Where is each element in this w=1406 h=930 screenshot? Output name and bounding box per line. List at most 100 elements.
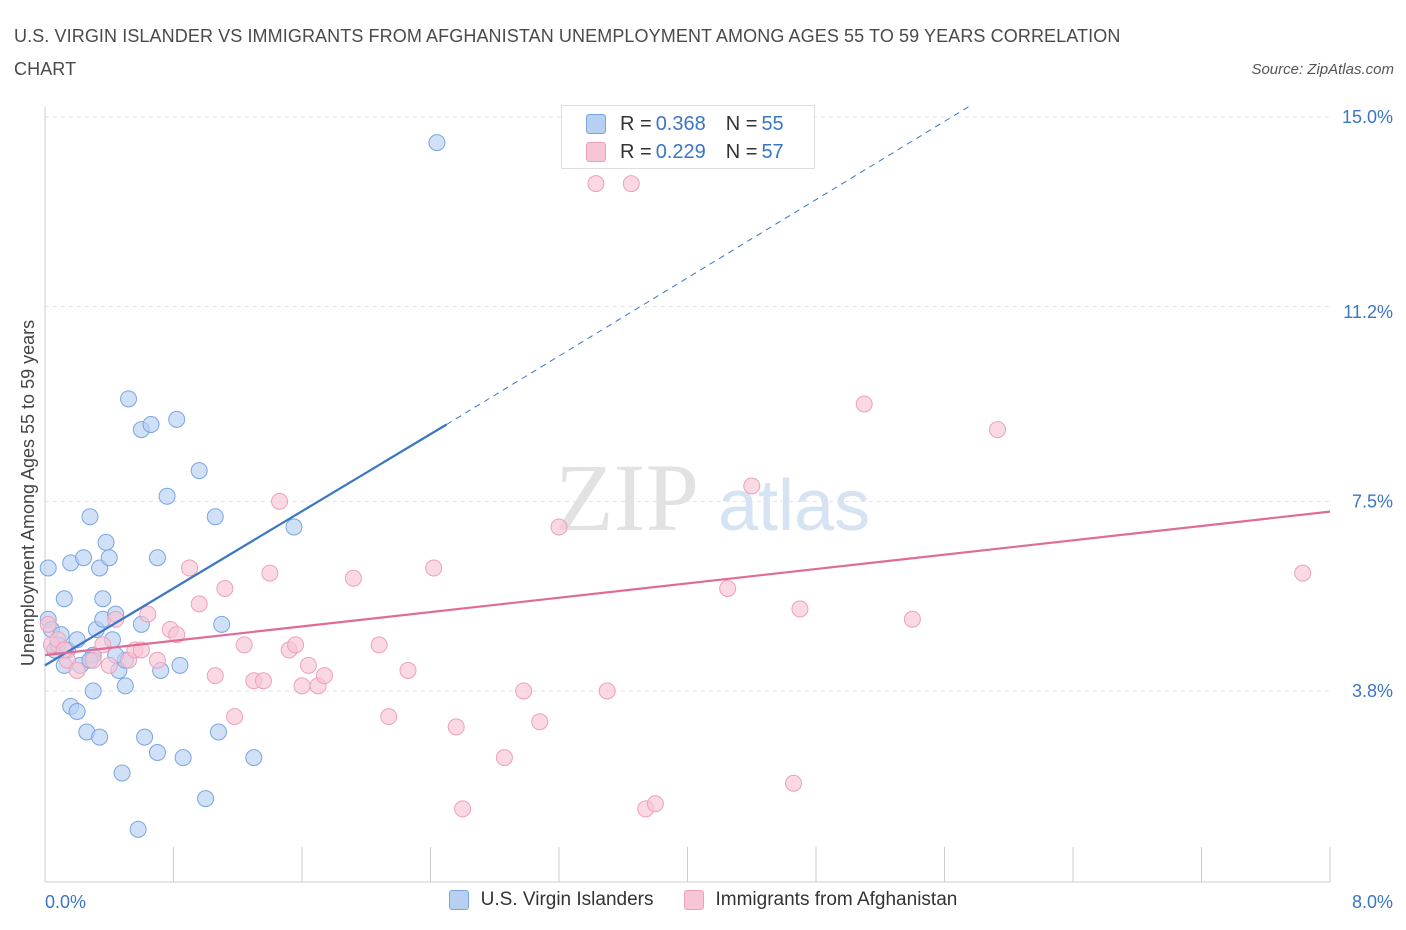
r-value: 0.368	[655, 112, 706, 135]
point-virgin-islanders	[81, 508, 99, 526]
point-afghanistan	[989, 421, 1007, 439]
point-afghanistan	[315, 667, 333, 685]
y-tick-label: 15.0%	[1342, 107, 1393, 127]
point-afghanistan	[261, 564, 279, 582]
point-virgin-islanders	[168, 410, 186, 428]
point-virgin-islanders	[245, 749, 263, 767]
point-virgin-islanders	[91, 728, 109, 746]
point-afghanistan	[190, 595, 208, 613]
point-afghanistan	[271, 492, 289, 510]
legend-swatch-blue	[448, 890, 469, 910]
point-virgin-islanders	[158, 487, 176, 505]
point-virgin-islanders	[190, 462, 208, 480]
point-afghanistan	[785, 774, 803, 792]
point-afghanistan	[587, 175, 605, 193]
legend-item-afghanistan[interactable]: Immigrants from Afghanistan	[683, 889, 957, 911]
watermark-atlas: atlas	[718, 466, 870, 546]
watermark-zip: ZIP	[555, 444, 699, 551]
point-afghanistan	[84, 651, 102, 669]
point-afghanistan	[344, 569, 362, 587]
point-virgin-islanders	[55, 590, 73, 608]
legend-row-afghanistan: R = 0.229 N = 57	[586, 140, 784, 164]
point-afghanistan	[370, 636, 388, 654]
legend-swatch-pink	[683, 890, 704, 910]
point-afghanistan	[132, 641, 150, 659]
y-tick-label: 11.2%	[1343, 302, 1393, 322]
point-virgin-islanders	[100, 549, 118, 567]
source-label: Source: ZipAtlas.com	[1251, 61, 1394, 78]
point-virgin-islanders	[129, 820, 147, 838]
point-afghanistan	[646, 795, 664, 813]
point-virgin-islanders	[97, 533, 115, 551]
r-label: R =	[620, 112, 652, 135]
point-afghanistan	[168, 626, 186, 644]
point-virgin-islanders	[148, 549, 166, 567]
point-afghanistan	[68, 662, 86, 679]
point-afghanistan	[287, 636, 305, 654]
point-virgin-islanders	[84, 682, 102, 700]
point-virgin-islanders	[68, 703, 86, 720]
point-virgin-islanders	[136, 728, 154, 746]
x-tick-label: 8.0%	[1352, 892, 1393, 912]
point-afghanistan	[425, 559, 443, 577]
chart-title: U.S. VIRGIN ISLANDER VS IMMIGRANTS FROM …	[14, 26, 1121, 79]
legend-swatch-blue	[586, 114, 606, 134]
legend-label: U.S. Virgin Islanders	[480, 889, 654, 910]
r-value: 0.229	[655, 140, 706, 163]
r-label: R =	[620, 140, 652, 163]
point-afghanistan	[447, 718, 465, 736]
n-value: 57	[761, 140, 784, 163]
point-afghanistan	[148, 651, 166, 669]
point-afghanistan	[1294, 564, 1312, 582]
point-afghanistan	[299, 656, 317, 674]
trend-extension-virgin-islanders	[446, 106, 969, 425]
point-afghanistan	[181, 559, 199, 577]
point-virgin-islanders	[116, 677, 134, 695]
series-legend: U.S. Virgin Islanders Immigrants from Af…	[0, 889, 1406, 911]
point-afghanistan	[254, 672, 272, 690]
point-afghanistan	[515, 682, 533, 700]
n-label: N =	[725, 112, 758, 135]
point-afghanistan	[206, 667, 224, 685]
point-afghanistan	[719, 580, 737, 597]
point-afghanistan	[39, 615, 57, 633]
point-afghanistan	[293, 677, 311, 695]
y-tick-label: 3.8%	[1352, 681, 1393, 701]
point-virgin-islanders	[206, 508, 224, 526]
point-afghanistan	[495, 749, 513, 767]
legend-item-virgin-islanders[interactable]: U.S. Virgin Islanders	[448, 889, 654, 911]
point-virgin-islanders	[171, 656, 189, 674]
y-tick-label: 7.5%	[1352, 491, 1393, 511]
point-virgin-islanders	[428, 134, 446, 152]
point-afghanistan	[380, 708, 398, 726]
point-afghanistan	[550, 518, 568, 536]
correlation-legend: R = 0.368 N = 55 R = 0.229 N = 57	[561, 105, 815, 169]
point-virgin-islanders	[148, 744, 166, 761]
point-afghanistan	[454, 800, 472, 818]
point-afghanistan	[903, 610, 921, 628]
n-value: 55	[761, 112, 784, 135]
point-afghanistan	[622, 175, 640, 193]
point-afghanistan	[399, 662, 417, 679]
point-afghanistan	[531, 713, 549, 731]
point-afghanistan	[226, 708, 244, 726]
point-virgin-islanders	[120, 390, 138, 408]
point-afghanistan	[791, 600, 809, 618]
point-virgin-islanders	[75, 549, 93, 567]
point-virgin-islanders	[213, 615, 231, 633]
point-virgin-islanders	[142, 416, 160, 433]
point-afghanistan	[100, 656, 118, 674]
point-afghanistan	[139, 605, 157, 623]
point-afghanistan	[216, 580, 234, 597]
point-virgin-islanders	[174, 749, 192, 767]
point-virgin-islanders	[39, 559, 57, 577]
point-virgin-islanders	[94, 590, 112, 608]
trend-line-virgin-islanders	[44, 423, 448, 667]
point-virgin-islanders	[197, 790, 215, 808]
y-axis-label: Unemployment Among Ages 55 to 59 years	[18, 320, 38, 666]
point-afghanistan	[235, 636, 253, 654]
point-afghanistan	[94, 636, 112, 654]
trend-line-afghanistan	[44, 510, 1331, 657]
n-label: N =	[725, 140, 758, 163]
x-tick-label: 0.0%	[45, 892, 86, 912]
